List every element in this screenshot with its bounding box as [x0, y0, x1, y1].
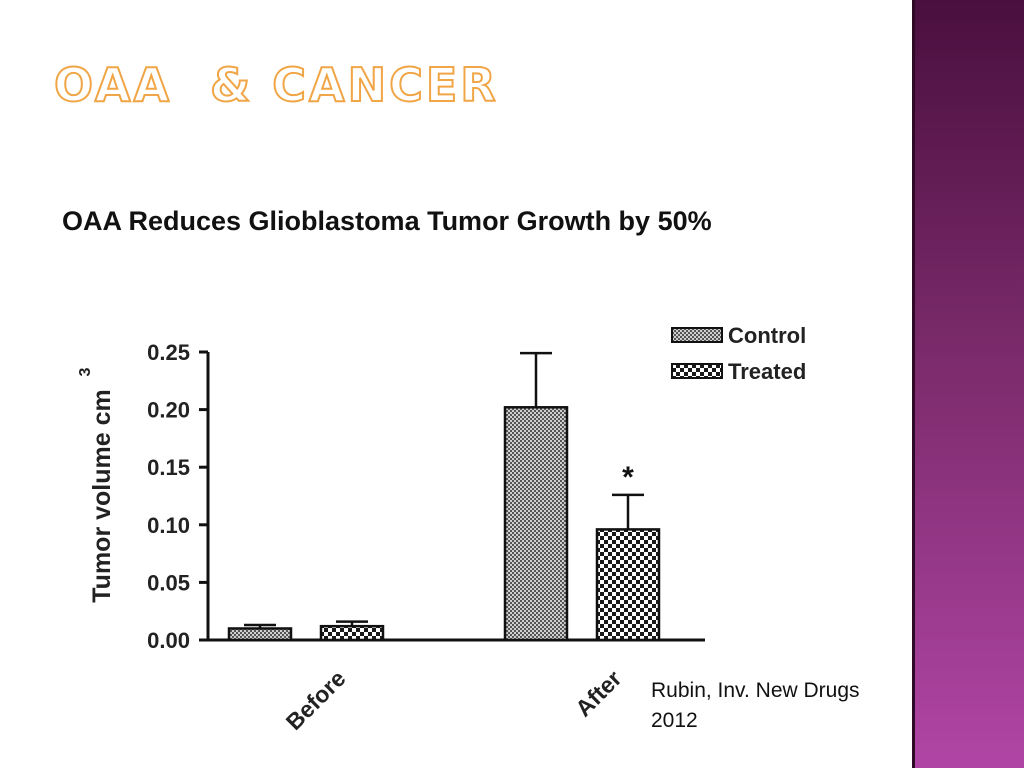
bar-control-after [503, 406, 569, 642]
legend-swatch-control [671, 327, 723, 343]
y-axis-title-superscript: 3 [77, 367, 94, 376]
slide-title: OAA & Cancer [53, 57, 499, 113]
y-tick-label: 0.05 [147, 570, 190, 595]
side-band-edge [912, 0, 915, 768]
significance-asterisk: * [622, 461, 634, 494]
y-tick-label: 0.25 [147, 340, 190, 365]
citation-year: 2012 [651, 709, 698, 732]
citation-source: Rubin, Inv. New Drugs [651, 679, 860, 702]
bar-treated-after [595, 528, 661, 642]
x-tick-label: After [570, 665, 626, 721]
legend-swatch-treated [671, 363, 723, 379]
chart-svg: 0.00 0.05 0.10 0.15 0.20 0.25 Tumor volume cm 3… [77, 323, 806, 735]
citation: Rubin, Inv. New Drugs 2012 [651, 676, 911, 736]
y-tick-label: 0.10 [147, 513, 190, 538]
legend-label-control: Control [728, 323, 806, 348]
y-axis-title: Tumor volume cm [88, 389, 116, 602]
bar-control-before [227, 627, 293, 642]
bar-chart: 0.00 0.05 0.10 0.15 0.20 0.25 Tumor volume cm 3… [60, 300, 860, 760]
x-tick-label: Before [281, 665, 351, 735]
decorative-side-band [912, 0, 1024, 768]
y-tick-label: 0.20 [147, 398, 190, 423]
y-tick-label: 0.15 [147, 455, 190, 480]
bar-treated-before [319, 624, 385, 642]
slide-subtitle: OAA Reduces Glioblastoma Tumor Growth by… [62, 206, 712, 236]
legend-label-treated: Treated [728, 359, 806, 384]
y-tick-label: 0.00 [147, 628, 190, 653]
